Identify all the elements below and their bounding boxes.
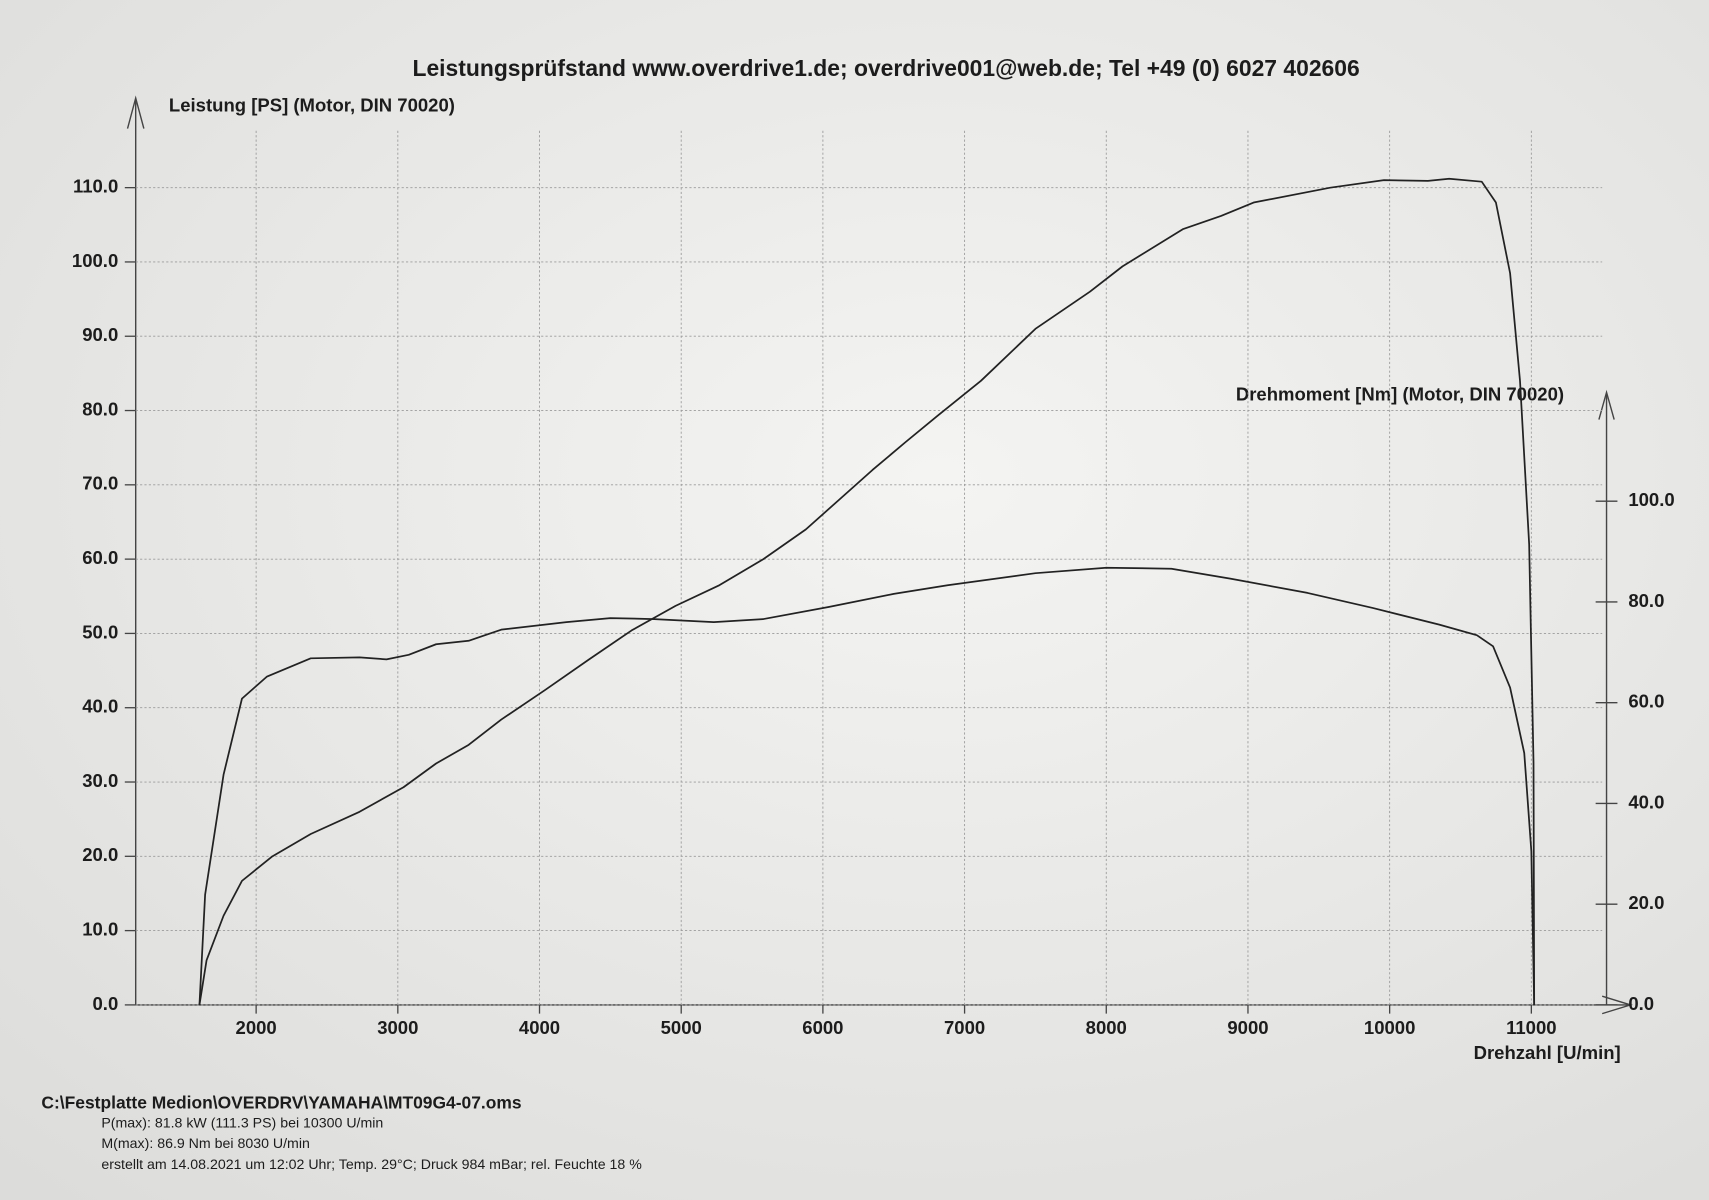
x-tick-label: 9000 — [1227, 1017, 1268, 1038]
x-tick-label: 3000 — [377, 1017, 418, 1038]
x-tick-label: 5000 — [661, 1017, 702, 1038]
x-tick-label: 8000 — [1086, 1017, 1127, 1038]
y-tick-label: 70.0 — [82, 473, 118, 494]
torque-line — [198, 566, 1536, 1005]
y-tick-label: 80.0 — [82, 398, 118, 419]
y2-axis-label: Drehmoment [Nm] (Motor, DIN 70020) — [1236, 384, 1564, 405]
y-tick-label: 50.0 — [82, 621, 118, 642]
y2-tick-label: 40.0 — [1628, 791, 1664, 812]
file-path: C:\Festplatte Medion\OVERDRV\YAMAHA\MT09… — [41, 1093, 521, 1113]
x-tick-label: 2000 — [236, 1017, 277, 1038]
torque-max: M(max): 86.9 Nm bei 8030 U/min — [101, 1136, 309, 1152]
y-tick-label: 60.0 — [82, 547, 118, 568]
x-tick-label: 11000 — [1506, 1017, 1556, 1038]
y-tick-label: 40.0 — [82, 696, 118, 717]
y-tick-label: 20.0 — [82, 844, 118, 865]
y-tick-label: 0.0 — [93, 993, 119, 1014]
y-axis-label: Leistung [PS] (Motor, DIN 70020) — [169, 95, 455, 116]
x-axis-label: Drehzahl [U/min] — [1474, 1042, 1621, 1063]
y-tick-label: 100.0 — [72, 250, 118, 271]
chart-title: Leistungsprüfstand www.overdrive1.de; ov… — [412, 55, 1359, 81]
conditions: erstellt am 14.08.2021 um 12:02 Uhr; Tem… — [101, 1157, 642, 1173]
power-line — [198, 177, 1536, 1006]
y-tick-label: 10.0 — [82, 918, 118, 939]
y-axis-arrow — [126, 95, 145, 129]
x-tick-label: 4000 — [519, 1017, 560, 1038]
y-tick-label: 110.0 — [73, 176, 118, 197]
x-tick-label: 6000 — [802, 1017, 843, 1038]
power-max: P(max): 81.8 kW (111.3 PS) bei 10300 U/m… — [101, 1115, 383, 1131]
y2-tick-label: 60.0 — [1628, 691, 1664, 712]
y-tick-label: 90.0 — [82, 324, 118, 345]
x-tick-label: 7000 — [944, 1017, 985, 1038]
y-tick-label: 30.0 — [82, 770, 118, 791]
x-axis-arrow — [1601, 995, 1633, 1015]
x-tick-label: 10000 — [1364, 1017, 1416, 1038]
y2-tick-label: 100.0 — [1628, 489, 1674, 510]
y2-tick-label: 20.0 — [1628, 892, 1664, 913]
y2-tick-label: 0.0 — [1628, 993, 1654, 1014]
y2-tick-label: 80.0 — [1628, 590, 1664, 611]
